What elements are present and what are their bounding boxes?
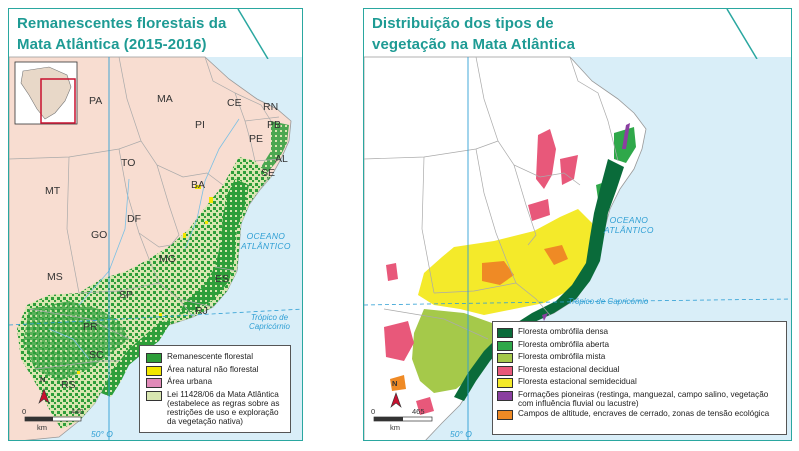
legend-item: Floresta estacional decidual <box>497 365 782 376</box>
legend-swatch <box>497 328 513 338</box>
state-label-rn: RN <box>263 101 279 113</box>
state-label-pi: PI <box>195 119 205 131</box>
state-label-rj: RJ <box>195 305 208 317</box>
legend-item: Área urbana <box>146 377 286 388</box>
state-label-pe: PE <box>249 133 264 145</box>
meridian-label: 50° O <box>450 429 472 439</box>
legend-swatch <box>146 353 162 363</box>
north-label: N <box>392 379 398 388</box>
tropic-label: Trópico de Capricórnio <box>249 313 290 331</box>
legend-swatch <box>146 365 162 376</box>
legend-swatch <box>497 340 513 351</box>
legend-item: Floresta ombrófila aberta <box>497 340 782 351</box>
state-label-go: GO <box>91 229 108 241</box>
legend-item: Floresta ombrófila mista <box>497 352 782 363</box>
north-arrow <box>38 388 50 404</box>
corner-fold-icon <box>237 9 269 59</box>
legend-item: Formações pioneiras (restinga, manguezal… <box>497 390 782 408</box>
legend-item: Remanescente florestal <box>146 352 286 363</box>
ocean-label: OCEANO ATLÂNTICO <box>241 231 291 251</box>
state-label-sc: SC <box>89 349 104 361</box>
north-arrow <box>390 392 402 408</box>
scale-start: 0 <box>371 407 376 416</box>
state-label-to: TO <box>121 157 136 169</box>
legend-item: Floresta ombrófila densa <box>497 327 782 338</box>
state-label-mt: MT <box>45 185 61 197</box>
state-label-ba: BA <box>191 179 206 191</box>
legend-swatch <box>497 410 513 420</box>
scale-end: 440 <box>71 407 84 416</box>
state-label-df: DF <box>127 213 141 225</box>
legend-swatch <box>497 365 513 376</box>
legend-swatch <box>497 353 513 363</box>
scale-end: 465 <box>412 407 425 416</box>
state-label-ms: MS <box>47 271 63 283</box>
state-label-es: ES <box>215 273 230 285</box>
state-label-sp: SP <box>119 289 134 301</box>
state-label-pa: PA <box>89 95 103 107</box>
forest-remnants-map <box>9 56 302 440</box>
left-legend: Remanescente florestal Área natural não … <box>139 345 291 433</box>
state-label-ce: CE <box>227 97 242 109</box>
north-label: N <box>40 375 46 384</box>
legend-swatch <box>146 378 162 388</box>
left-map-title: Remanescentes florestais da Mata Atlânti… <box>17 15 227 53</box>
legend-swatch <box>146 390 162 401</box>
legend-item: Área natural não florestal <box>146 365 286 376</box>
scale-unit: km <box>37 423 47 432</box>
corner-fold-icon <box>726 9 758 59</box>
meridian-label: 50° O <box>91 429 113 439</box>
state-label-pr: PR <box>83 321 98 333</box>
scale-bar <box>24 416 82 422</box>
state-label-se: SE <box>261 167 276 179</box>
right-map-panel: Distribuição dos tipos de vegetação na M… <box>363 8 792 441</box>
state-label-rs: RS <box>61 379 76 391</box>
state-label-ma: MA <box>157 93 173 105</box>
state-label-pb: PB <box>267 119 282 131</box>
legend-item: Lei 11428/06 da Mata Atlântica (estabele… <box>146 390 286 426</box>
ocean-label: OCEANO ATLÂNTICO <box>604 215 654 235</box>
scale-start: 0 <box>22 407 27 416</box>
right-map-title: Distribuição dos tipos de vegetação na M… <box>372 15 576 53</box>
legend-item: Campos de altitude, encraves de cerrado,… <box>497 409 782 420</box>
right-legend: Floresta ombrófila densa Floresta ombróf… <box>492 321 787 435</box>
left-map-panel: Remanescentes florestais da Mata Atlânti… <box>8 8 303 441</box>
state-label-al: AL <box>275 153 288 165</box>
legend-swatch <box>497 378 513 388</box>
tropic-label: Trópico de Capricórnio <box>568 297 649 306</box>
scale-unit: km <box>390 423 400 432</box>
scale-bar <box>373 416 433 422</box>
location-inset <box>14 61 78 125</box>
legend-swatch <box>497 390 513 401</box>
state-label-mg: MG <box>159 253 176 265</box>
legend-item: Floresta estacional semidecidual <box>497 377 782 388</box>
